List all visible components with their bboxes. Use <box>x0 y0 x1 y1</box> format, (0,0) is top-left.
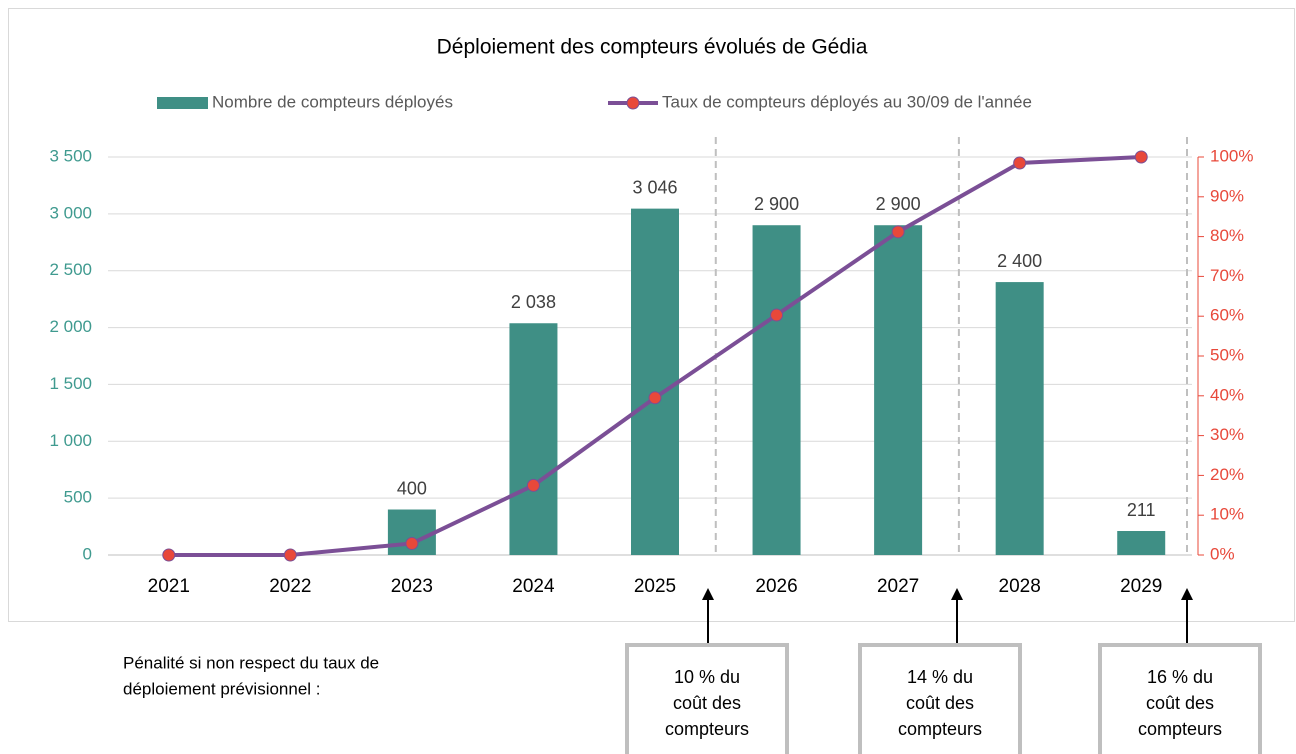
penalty-text: compteurs <box>1138 719 1222 739</box>
legend-label: Taux de compteurs déployés au 30/09 de l… <box>662 92 1032 111</box>
y2-tick-label: 60% <box>1210 306 1244 325</box>
marker <box>1134 150 1148 164</box>
y2-tick-label: 30% <box>1210 425 1244 444</box>
x-tick-label: 2024 <box>512 576 555 597</box>
x-tick-label: 2023 <box>391 576 433 597</box>
arrow-head <box>702 588 714 600</box>
y2-tick-label: 40% <box>1210 385 1244 404</box>
y-tick-label: 1 000 <box>49 431 92 450</box>
y-tick-label: 3 000 <box>49 203 92 222</box>
y2-tick-label: 10% <box>1210 505 1244 524</box>
x-tick-label: 2025 <box>634 576 676 597</box>
y2-tick-label: 0% <box>1210 544 1235 563</box>
y-tick-label: 1 500 <box>49 374 92 393</box>
penalty-text: coût des <box>906 693 974 713</box>
y2-tick-label: 70% <box>1210 266 1244 285</box>
marker <box>891 225 905 239</box>
marker <box>405 536 419 550</box>
penalty-text: coût des <box>673 693 741 713</box>
bar <box>1117 531 1166 555</box>
data-label: 3 046 <box>632 177 677 197</box>
marker <box>648 391 662 405</box>
y2-tick-label: 20% <box>1210 465 1244 484</box>
y-tick-label: 2 000 <box>49 317 92 336</box>
penalty-text: 14 % du <box>907 667 973 687</box>
data-label: 2 900 <box>876 194 921 214</box>
penalty-text: compteurs <box>665 719 749 739</box>
data-label: 2 900 <box>754 194 799 214</box>
data-label: 211 <box>1127 500 1156 520</box>
y2-tick-label: 50% <box>1210 345 1244 364</box>
data-label: 2 038 <box>511 292 556 312</box>
y-tick-label: 500 <box>64 488 92 507</box>
legend-label: Nombre de compteurs déployés <box>212 92 453 111</box>
penalty-box <box>1098 643 1262 754</box>
x-tick-label: 2022 <box>269 576 311 597</box>
x-tick-label: 2027 <box>877 576 919 597</box>
y2-tick-label: 100% <box>1210 146 1253 165</box>
bar <box>509 323 558 555</box>
marker <box>162 548 176 562</box>
note: Pénalité si non respect du taux de <box>123 653 379 672</box>
marker <box>526 478 540 492</box>
penalty-text: 16 % du <box>1147 667 1213 687</box>
y-tick-label: 0 <box>83 544 92 563</box>
y-tick-label: 2 500 <box>49 260 92 279</box>
x-tick-label: 2026 <box>755 576 797 597</box>
note: déploiement prévisionnel : <box>123 679 321 698</box>
marker <box>283 548 297 562</box>
y-tick-label: 3 500 <box>49 146 92 165</box>
x-tick-label: 2029 <box>1120 576 1162 597</box>
bar <box>631 208 679 555</box>
marker <box>1013 156 1027 170</box>
penalty-box <box>625 643 789 754</box>
arrow-head <box>951 588 963 600</box>
chart-title: Déploiement des compteurs évolués de Géd… <box>437 36 868 59</box>
penalty-text: 10 % du <box>674 667 740 687</box>
penalty-box <box>858 643 1022 754</box>
y2-tick-label: 80% <box>1210 226 1244 245</box>
legend-marker <box>626 96 640 110</box>
arrow-head <box>1181 588 1193 600</box>
data-label: 2 400 <box>997 251 1042 271</box>
y2-tick-label: 90% <box>1210 186 1244 205</box>
data-label: 400 <box>397 478 427 498</box>
penalty-text: compteurs <box>898 719 982 739</box>
x-tick-label: 2021 <box>148 576 190 597</box>
marker <box>770 308 784 322</box>
x-tick-label: 2028 <box>999 576 1041 597</box>
penalty-text: coût des <box>1146 693 1214 713</box>
bar <box>752 225 801 555</box>
legend-swatch <box>157 97 208 109</box>
bar <box>995 282 1044 555</box>
bar <box>874 225 923 555</box>
